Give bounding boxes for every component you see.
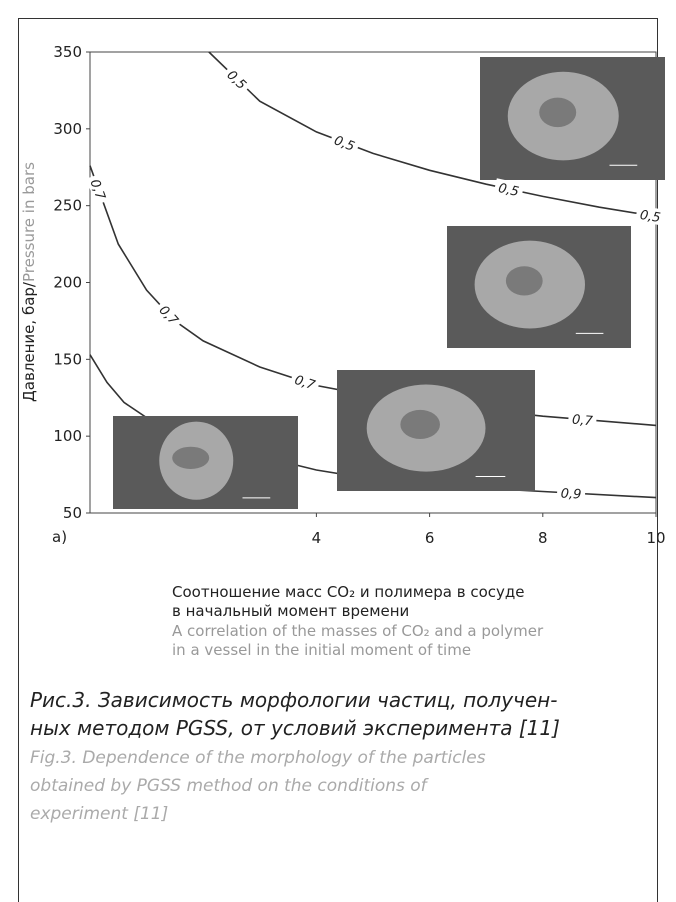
particle-shade bbox=[539, 98, 576, 128]
contour-label: 0,7 bbox=[85, 173, 110, 205]
y-tick-label: 300 bbox=[53, 120, 82, 138]
x-tick-label: 4 bbox=[312, 529, 322, 547]
sem-photo bbox=[480, 57, 665, 180]
caption-en: Fig.3. Dependence of the morphology of t… bbox=[30, 744, 486, 828]
contour-label-text: 0,5 bbox=[639, 208, 662, 226]
contour-label-text: 0,9 bbox=[560, 486, 581, 502]
caption-line: Рис.3. Зависимость морфологии частиц, по… bbox=[30, 686, 560, 714]
x-tick-label: 6 bbox=[425, 529, 435, 547]
y-axis-label: Давление, бар/Pressure in bars bbox=[20, 162, 38, 402]
y-tick-label: 350 bbox=[53, 43, 82, 61]
contour-label: 0,5 bbox=[493, 178, 524, 201]
y-tick-label: 150 bbox=[53, 350, 82, 368]
x-label-ru: Соотношение масс CO₂ и полимера в сосуде… bbox=[172, 583, 525, 621]
particle-shade bbox=[400, 410, 440, 439]
particle-shade bbox=[506, 266, 543, 295]
y-tick-label: 250 bbox=[53, 197, 82, 215]
x-tick-label: 8 bbox=[538, 529, 548, 547]
contour-label-text: 0,5 bbox=[497, 181, 520, 200]
x-label-line: Соотношение масс CO₂ и полимера в сосуде bbox=[172, 583, 525, 602]
caption-ru: Рис.3. Зависимость морфологии частиц, по… bbox=[30, 686, 560, 742]
particle-shade bbox=[172, 447, 209, 469]
y-tick-label: 200 bbox=[53, 274, 82, 292]
contour-label: 0,9 bbox=[557, 484, 586, 502]
sem-photo bbox=[337, 370, 535, 491]
contour-label-text: 0,7 bbox=[571, 413, 594, 430]
x-tick-label: 10 bbox=[646, 529, 665, 547]
contour-label: 0,5 bbox=[328, 130, 360, 156]
caption-line: ных методом PGSS, от условий эксперимент… bbox=[30, 714, 560, 742]
caption-line: Fig.3. Dependence of the morphology of t… bbox=[30, 744, 486, 772]
y-label-en: Pressure in bars bbox=[20, 162, 38, 282]
caption-line: obtained by PGSS method on the condition… bbox=[30, 772, 486, 800]
panel-label: а) bbox=[52, 528, 67, 546]
chart: Давление, бар/Pressure in bars а) 50 100 1… bbox=[0, 0, 676, 560]
x-label-line: в начальный момент времени bbox=[172, 602, 525, 621]
y-tick-label: 100 bbox=[53, 427, 82, 445]
x-label-line: in a vessel in the initial moment of tim… bbox=[172, 641, 543, 660]
y-tick-label: 50 bbox=[63, 504, 82, 522]
sem-photo bbox=[447, 226, 631, 348]
y-label-ru: Давление, бар/ bbox=[20, 281, 38, 402]
contour-label: 0,5 bbox=[635, 205, 665, 226]
contour-label: 0,7 bbox=[289, 370, 321, 395]
contour-label: 0,7 bbox=[568, 410, 597, 429]
x-label-line: A correlation of the masses of CO₂ and a… bbox=[172, 622, 543, 641]
x-label-en: A correlation of the masses of CO₂ and a… bbox=[172, 622, 543, 660]
page: Давление, бар/Pressure in bars а) 50 100 1… bbox=[0, 0, 676, 902]
caption-line: experiment [11] bbox=[30, 800, 486, 828]
sem-photo bbox=[113, 416, 298, 509]
contour-label: 0,7 bbox=[153, 299, 184, 331]
